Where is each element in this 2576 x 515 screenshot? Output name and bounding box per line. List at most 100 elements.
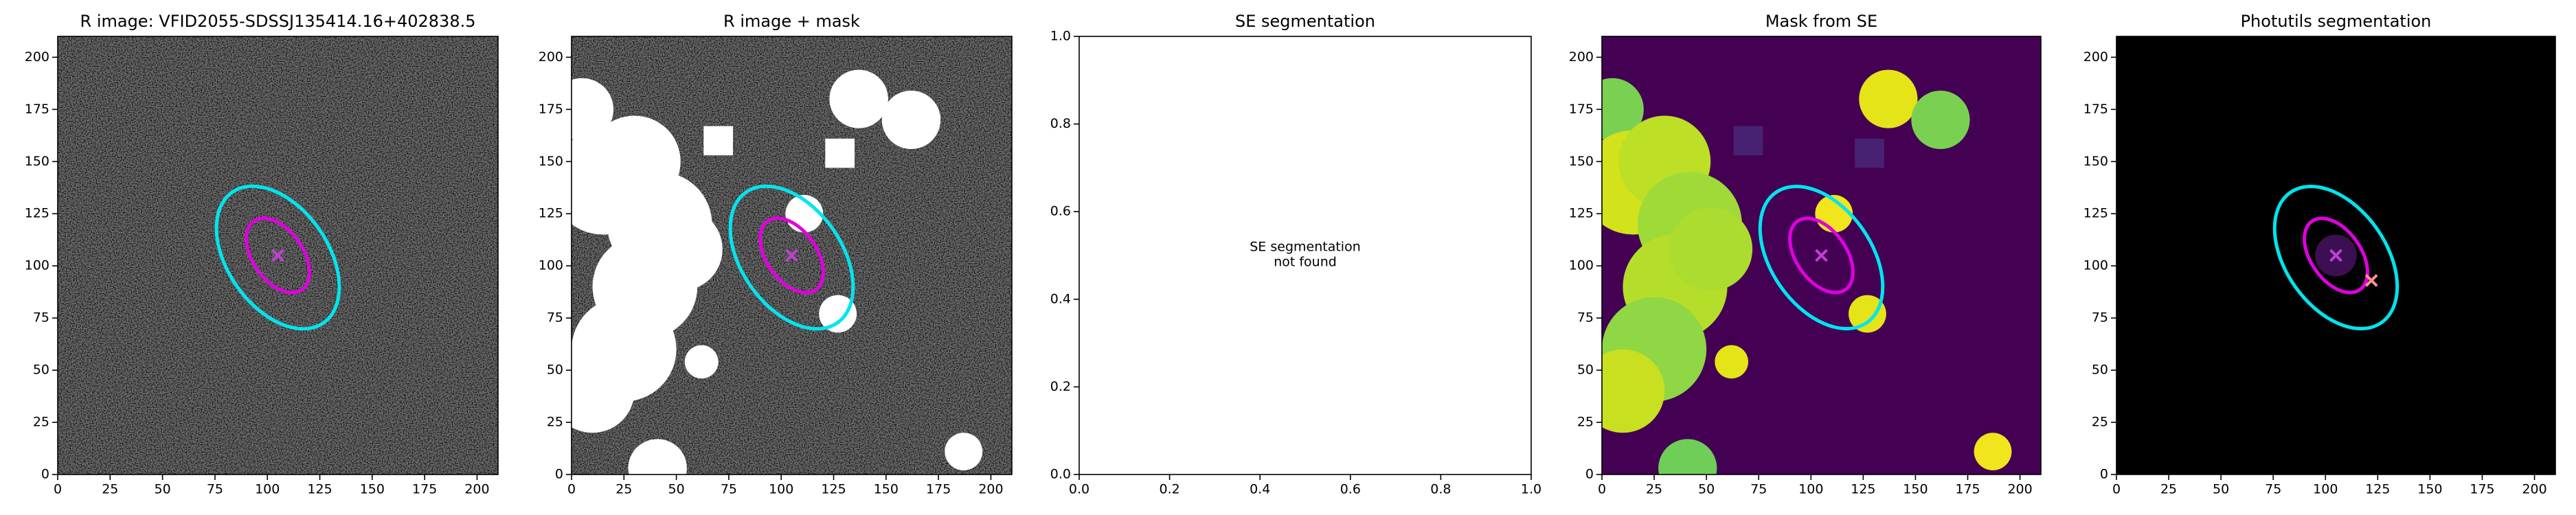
x-tick-label: 150 (360, 482, 385, 497)
x-tick-label: 0.8 (1430, 482, 1451, 497)
y-tick-label: 175 (1569, 102, 1594, 117)
x-tick-label: 200 (464, 482, 489, 497)
x-tick-label: 0 (1598, 482, 1606, 497)
chart-title: Photutils segmentation (2241, 12, 2432, 31)
y-tick-label: 200 (2083, 49, 2108, 65)
x-tick-label: 25 (615, 482, 632, 497)
panel: Mask from SE 0 25 50 75 100 125 150 175 200 0 25 50 7… (1569, 12, 2042, 497)
mask-region (1974, 433, 2012, 470)
chart-title: SE segmentation (1235, 12, 1375, 31)
x-tick-label: 75 (2265, 482, 2281, 497)
x-tick-label: 150 (2417, 482, 2442, 497)
y-tick-label: 100 (25, 258, 49, 273)
marker (2364, 274, 2378, 287)
ellipse (2272, 184, 2399, 331)
x-tick-label: 50 (1698, 482, 1715, 497)
x-tick-label: 200 (2007, 482, 2032, 497)
axes-frame (2116, 36, 2556, 475)
x-tick-label: 0.2 (1159, 482, 1179, 497)
x-tick-label: 0.4 (1250, 482, 1270, 497)
marker-stroke (2364, 274, 2378, 287)
ellipse (728, 184, 855, 331)
mask-region (829, 69, 888, 128)
mask-region (572, 349, 635, 433)
y-tick-label: 175 (539, 102, 563, 117)
y-tick-label: 0.8 (1050, 116, 1071, 131)
mask-region (1658, 439, 1717, 474)
ellipse (758, 216, 826, 295)
y-tick-label: 150 (2083, 154, 2108, 169)
x-tick-label: 25 (1646, 482, 1662, 497)
x-tick-label: 1.0 (1521, 482, 1541, 497)
ellipse (2303, 216, 2369, 295)
y-tick-label: 75 (1577, 310, 1594, 325)
y-tick-label: 0 (555, 467, 563, 482)
y-tick-label: 200 (25, 49, 49, 65)
chart-title: R image: VFID2055-SDSSJ135414.16+402838.… (80, 12, 476, 31)
mask-region (945, 433, 983, 470)
y-tick-label: 125 (2083, 206, 2108, 221)
annotation: SE segmentation (1250, 240, 1360, 255)
y-tick-label: 25 (33, 415, 49, 430)
mask-square (703, 126, 734, 156)
x-tick-label: 75 (721, 482, 737, 497)
x-tick-label: 125 (2365, 482, 2390, 497)
y-tick-label: 100 (2083, 258, 2108, 273)
y-tick-label: 0.0 (1050, 467, 1071, 482)
y-tick-label: 75 (33, 310, 49, 325)
x-tick-label: 200 (978, 482, 1003, 497)
y-tick-label: 1.0 (1050, 29, 1071, 44)
mask-region (1715, 345, 1749, 379)
marker-stroke (2329, 249, 2342, 262)
y-tick-label: 0.4 (1050, 291, 1071, 306)
mask-square (1733, 126, 1763, 156)
mask-region (572, 78, 614, 141)
y-tick-label: 100 (1569, 258, 1594, 273)
y-tick-label: 25 (2092, 415, 2108, 430)
y-tick-label: 0.2 (1050, 379, 1071, 394)
marker (271, 249, 284, 262)
x-tick-label: 0.0 (1069, 482, 1089, 497)
x-tick-label: 175 (926, 482, 951, 497)
y-tick-label: 125 (539, 206, 563, 221)
plot-area (2116, 36, 2555, 474)
marker (2329, 249, 2342, 262)
mask-square (1855, 138, 1884, 168)
y-tick-label: 75 (2092, 310, 2108, 325)
axes-frame (57, 36, 499, 475)
chart-title: R image + mask (723, 12, 860, 31)
y-tick-label: 150 (25, 154, 49, 169)
y-tick-label: 200 (539, 49, 563, 65)
y-tick-label: 0 (41, 467, 49, 482)
axes-frame (1601, 36, 2042, 475)
x-tick-label: 25 (102, 482, 118, 497)
x-tick-label: 150 (874, 482, 899, 497)
y-tick-label: 50 (33, 363, 49, 378)
y-tick-label: 100 (539, 258, 563, 273)
x-tick-label: 50 (668, 482, 685, 497)
axes-frame (571, 36, 1013, 475)
panel: R image + mask 0 25 50 75 100 125 150 175 200 0 25 5… (539, 12, 1013, 497)
ellipse (214, 184, 341, 331)
x-tick-label: 175 (2470, 482, 2494, 497)
mask-region (1602, 349, 1665, 433)
y-tick-label: 125 (1569, 206, 1594, 221)
y-tick-label: 50 (547, 363, 563, 378)
x-tick-label: 125 (1851, 482, 1875, 497)
panel: R image: VFID2055-SDSSJ135414.16+402838.… (25, 12, 499, 497)
y-tick-label: 0 (2100, 467, 2108, 482)
y-tick-label: 150 (539, 154, 563, 169)
y-tick-label: 75 (547, 310, 563, 325)
x-tick-label: 175 (412, 482, 437, 497)
x-tick-label: 50 (2213, 482, 2229, 497)
x-tick-label: 75 (1750, 482, 1767, 497)
y-tick-label: 50 (2092, 363, 2108, 378)
y-tick-label: 0.6 (1050, 204, 1071, 219)
x-tick-label: 200 (2522, 482, 2546, 497)
x-tick-label: 100 (1798, 482, 1823, 497)
axes-frame (1078, 36, 1532, 475)
y-tick-label: 175 (2083, 102, 2108, 117)
marker (785, 249, 798, 262)
